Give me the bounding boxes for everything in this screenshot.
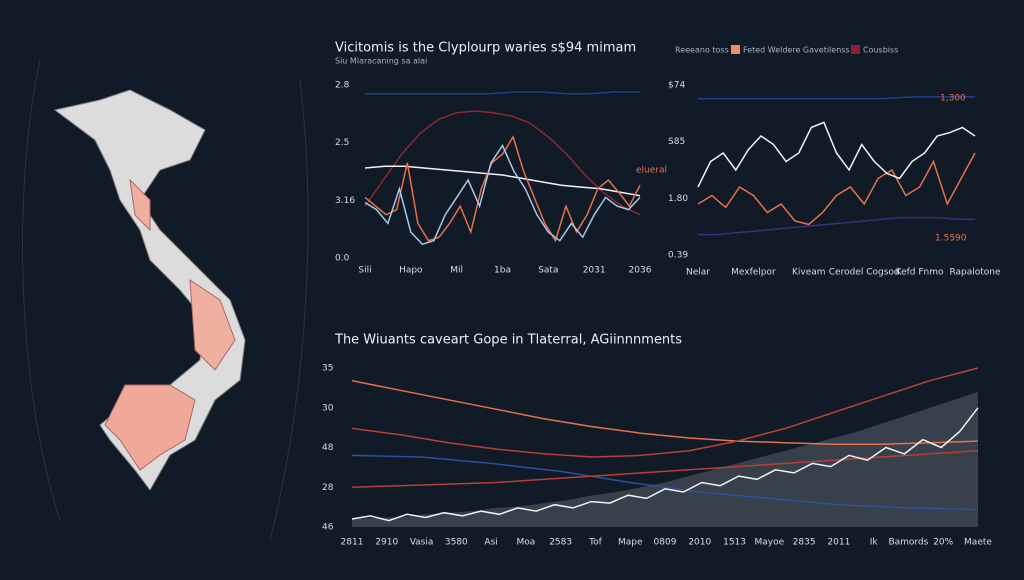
y-tick-label: S85	[668, 137, 685, 147]
line	[351, 379, 979, 446]
map-region	[129, 178, 151, 232]
x-tick-label: 2011	[827, 538, 850, 548]
line	[351, 449, 979, 489]
legend-swatch	[851, 45, 860, 54]
x-tick-label: 2835	[793, 538, 816, 548]
legend-label: Cousbiss	[863, 46, 898, 55]
annotation: 1,300	[940, 94, 966, 104]
y-tick-label: 30	[322, 403, 334, 413]
y-tick-label: 2.5	[335, 138, 349, 148]
map-region	[104, 384, 196, 471]
x-tick-label: Cerodel Cogsod	[829, 268, 900, 278]
line	[697, 152, 976, 226]
annotation: elueral	[636, 166, 667, 176]
y-tick-label: 0.39	[668, 251, 688, 261]
chart-subtitle: Siu Miaracaning sa alai	[335, 57, 427, 66]
legend-label: Feted Weldere Gavetilenss	[743, 46, 850, 55]
x-tick-label: Asi	[484, 538, 497, 548]
x-tick-label: Maete	[964, 538, 992, 548]
y-tick-label: 2.8	[335, 81, 350, 91]
legend-swatch	[731, 45, 740, 54]
chart-title: The Wiuants caveart Gope in Tlaterral, A…	[334, 333, 682, 348]
y-tick-label: $74	[668, 81, 685, 91]
line	[364, 165, 641, 197]
x-tick-label: 1513	[723, 538, 746, 548]
line	[364, 144, 641, 246]
line	[351, 407, 979, 522]
x-tick-label: 2031	[583, 266, 606, 276]
map-region	[189, 279, 236, 371]
y-tick-label: 1.80	[668, 194, 688, 204]
x-tick-label: Mil	[450, 266, 463, 276]
y-tick-label: 46	[322, 523, 334, 533]
x-tick-label: 3580	[445, 538, 468, 548]
x-tick-label: Bamords	[888, 538, 928, 548]
y-tick-label: 3.16	[335, 196, 355, 206]
x-tick-label: 2036	[629, 266, 652, 276]
x-tick-label: 2583	[549, 538, 572, 548]
y-tick-label: 0.0	[335, 254, 350, 264]
y-tick-label: 48	[322, 443, 334, 453]
legend-label: Reeeano toss	[675, 46, 729, 55]
area	[352, 391, 978, 527]
map	[22, 59, 309, 541]
x-tick-label: 2811	[341, 538, 364, 548]
y-tick-label: 35	[322, 364, 333, 374]
x-tick-label: 1ba	[494, 266, 511, 276]
x-tick-label: Rapalotone	[949, 268, 1001, 278]
x-tick-label: Hapo	[399, 266, 423, 276]
x-tick-label: 20%	[933, 538, 953, 548]
x-tick-label: Kefd Fnmo	[896, 268, 944, 278]
line	[697, 121, 976, 188]
x-tick-label: 2910	[375, 538, 398, 548]
x-tick-label: Nelar	[686, 268, 710, 278]
y-tick-label: 28	[322, 483, 334, 493]
x-tick-label: 2010	[688, 538, 711, 548]
x-tick-label: Ik	[870, 538, 879, 548]
annotation: 1.5590	[935, 234, 967, 244]
x-tick-label: Kiveam	[792, 268, 826, 278]
x-tick-label: Tof	[588, 538, 602, 548]
line	[364, 135, 641, 243]
x-tick-label: Moa	[516, 538, 535, 548]
x-tick-label: Sata	[538, 266, 558, 276]
x-tick-label: Mexfelpor	[731, 268, 776, 278]
line	[351, 454, 979, 511]
x-tick-label: 0809	[654, 538, 677, 548]
x-tick-label: Mape	[618, 538, 643, 548]
line	[698, 216, 975, 236]
x-tick-label: Mayoe	[755, 538, 785, 548]
x-tick-label: Vasia	[410, 538, 434, 548]
line	[351, 367, 979, 458]
line	[365, 91, 640, 95]
map-land	[53, 89, 246, 491]
x-tick-label: Sili	[358, 266, 371, 276]
line	[698, 96, 975, 100]
line	[364, 110, 641, 216]
chart-title: Vicitomis is the Clyplourp waries s$94 m…	[335, 41, 636, 56]
